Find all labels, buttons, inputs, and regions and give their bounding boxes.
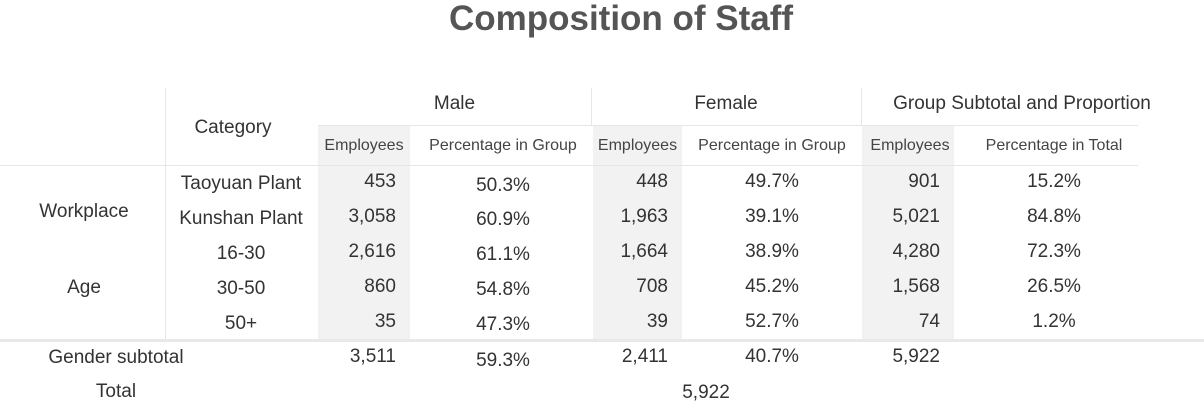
total-percentage-cell: 84.8% [1027,206,1081,227]
total-percentage-cell: 26.5% [1027,276,1081,297]
female-employees-cell: 1,664 [620,241,668,262]
female-percentage-cell: 38.9% [745,241,799,262]
subheader-total-percentage: Percentage in Total [985,137,1123,154]
subtotal-employees-cell: 4,280 [892,241,940,262]
male-percentage-cell: 47.3% [476,314,530,335]
section-label-workplace: Workplace [39,201,129,222]
gender-subtotal-label: Gender subtotal [48,347,184,368]
row-label: Kunshan Plant [179,208,303,229]
female-employees-cell: 448 [636,171,668,192]
row-label: 16-30 [216,243,266,264]
subheader-subtotal-employees: Employees [870,137,950,154]
male-employees-cell: 2,616 [348,241,396,262]
male-employees-column-shade [318,126,410,340]
group-header-male: Male [433,93,476,114]
body-bottom-line [0,339,1204,342]
row-label: Taoyuan Plant [180,173,302,194]
total-percentage-cell: 1.2% [1032,311,1076,332]
row-label: 50+ [224,313,258,334]
header-bottom-line [0,165,1138,166]
category-header: Category [194,117,272,138]
female-percentage-cell: 49.7% [745,171,799,192]
female-percentage-cell: 39.1% [745,206,799,227]
male-employees-cell: 860 [364,276,396,297]
subheader-male-percentage: Percentage in Group [429,137,577,154]
subtotal-employees-cell: 74 [918,311,940,332]
subheader-female-employees: Employees [597,137,678,154]
male-percentage-cell: 50.3% [476,175,530,196]
subtotal-employees-cell: 901 [908,171,940,192]
male-female-divider [591,88,592,126]
total-value: 5,922 [682,382,730,403]
female-employees-cell: 39 [646,311,668,332]
female-percentage-cell: 52.7% [745,311,799,332]
row-label: 30-50 [216,278,266,299]
female-percentage-cell: 45.2% [745,276,799,297]
male-percentage-cell: 60.9% [476,209,530,230]
male-employees-cell: 3,058 [348,206,396,227]
section-label-age: Age [67,277,101,298]
page-title: Composition of Staff [448,0,794,38]
female-employees-column-shade [593,126,682,340]
male-employees-cell: 453 [364,171,396,192]
male-percentage-cell: 61.1% [476,244,530,265]
gender-subtotal-male-percentage: 59.3% [476,350,530,371]
gender-subtotal-employees: 5,922 [892,346,940,367]
subheader-male-employees: Employees [324,137,404,154]
subtotal-employees-cell: 1,568 [892,276,940,297]
subtotal-employees-column-shade [862,126,954,340]
subtotal-employees-cell: 5,021 [892,206,940,227]
gender-subtotal-female-percentage: 40.7% [745,346,799,367]
female-employees-cell: 708 [636,276,668,297]
group-header-subtotal: Group Subtotal and Proportion [893,93,1151,114]
male-percentage-cell: 54.8% [476,279,530,300]
female-employees-cell: 1,963 [620,206,668,227]
total-percentage-cell: 72.3% [1027,241,1081,262]
total-label: Total [95,381,137,402]
subheader-female-percentage: Percentage in Group [698,137,846,154]
gender-subtotal-male-employees: 3,511 [349,346,396,367]
group-header-female: Female [694,93,758,114]
group-header-underline [318,125,1138,126]
female-subtotal-divider [861,88,862,126]
male-employees-cell: 35 [374,311,396,332]
category-divider [165,88,166,340]
gender-subtotal-female-employees: 2,411 [621,346,668,367]
total-percentage-cell: 15.2% [1027,171,1081,192]
